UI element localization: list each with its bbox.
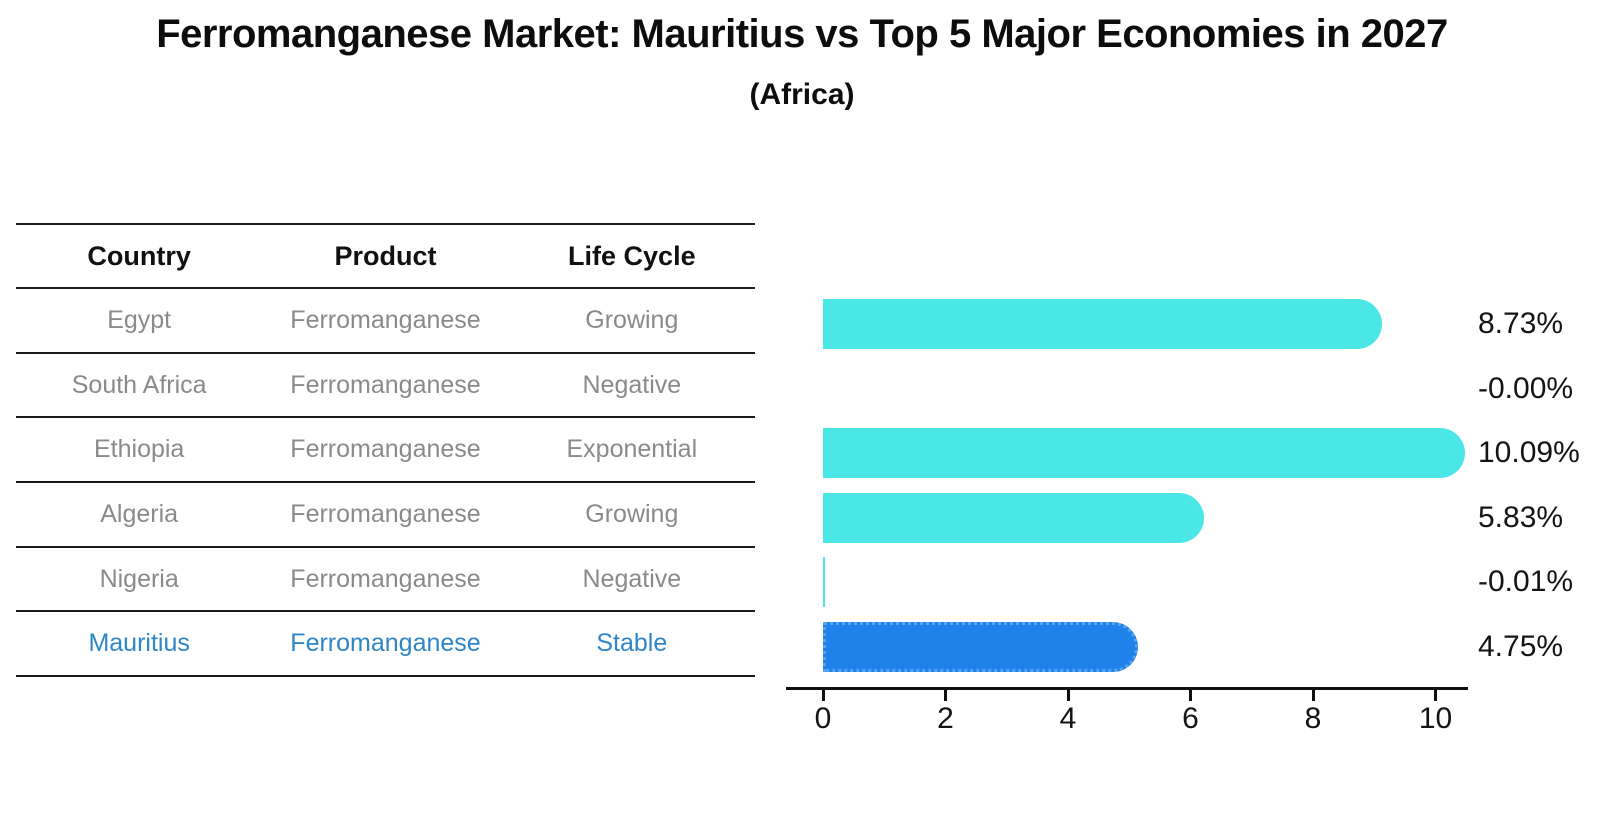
bar-algeria (823, 492, 1205, 543)
cell-life-cycle: Growing (585, 305, 679, 334)
cell-country: Ethiopia (93, 435, 185, 464)
value-label-ethiopia: 10.09% (1478, 436, 1580, 469)
x-tick-mark-4 (1066, 690, 1070, 701)
value-label-algeria: 5.83% (1478, 500, 1564, 534)
x-tick-label-6: 6 (1182, 702, 1199, 735)
cell-country: Algeria (100, 499, 179, 528)
column-header-life-cycle: Life Cycle (568, 240, 696, 271)
x-tick-label-4: 4 (1059, 702, 1077, 735)
cell-life-cycle: Negative (582, 370, 682, 399)
value-label-mauritius: 4.75% (1478, 629, 1564, 663)
bar-ethiopia (823, 428, 1465, 478)
x-tick-mark-8 (1311, 690, 1315, 701)
value-label-egypt: 8.73% (1478, 307, 1564, 340)
cell-product: Ferromanganese (290, 629, 481, 658)
bar-nigeria (823, 557, 825, 607)
cell-product: Ferromanganese (290, 499, 481, 528)
chart-title: Ferromanganese Market: Mauritius vs Top … (156, 12, 1448, 56)
column-header-country: Country (87, 240, 191, 271)
bar-egypt (823, 299, 1382, 349)
x-tick-mark-0 (821, 690, 825, 701)
x-tick-label-8: 8 (1304, 702, 1322, 735)
cell-country: Mauritius (88, 629, 190, 658)
cell-product: Ferromanganese (290, 564, 481, 593)
x-tick-label-0: 0 (814, 702, 832, 735)
table-row: South Africa Ferromanganese Negative (16, 354, 755, 419)
cell-product: Ferromanganese (290, 370, 481, 399)
column-header-product: Product (334, 240, 437, 271)
cell-country: South Africa (71, 370, 207, 399)
cell-country: Egypt (107, 305, 172, 334)
table-row-highlighted: Mauritius Ferromanganese Stable (16, 612, 755, 678)
x-tick-label-10: 10 (1418, 702, 1453, 735)
x-tick-mark-10 (1434, 690, 1437, 701)
cell-life-cycle: Exponential (566, 435, 698, 464)
table-row: Ethiopia Ferromanganese Exponential (16, 418, 755, 484)
chart-subtitle: (Africa) (749, 78, 855, 111)
cell-life-cycle: Growing (585, 499, 679, 528)
cell-product: Ferromanganese (290, 305, 481, 334)
table-row: Algeria Ferromanganese Growing (16, 483, 755, 548)
table-header-row: Country Product Life Cycle (16, 225, 755, 289)
table-row: Nigeria Ferromanganese Negative (16, 548, 755, 613)
country-table: Country Product Life Cycle Egypt Ferroma… (16, 223, 755, 678)
table-row: Egypt Ferromanganese Growing (16, 289, 755, 354)
cell-life-cycle: Stable (596, 629, 668, 658)
cell-product: Ferromanganese (290, 435, 481, 464)
bar-mauritius (823, 621, 1138, 672)
value-label-nigeria: -0.01% (1478, 565, 1574, 598)
cell-life-cycle: Negative (582, 564, 682, 593)
x-tick-mark-6 (1189, 690, 1192, 701)
x-tick-mark-2 (944, 690, 947, 701)
value-label-south-africa: -0.00% (1478, 371, 1574, 405)
cell-country: Nigeria (99, 564, 179, 593)
x-axis-line (786, 687, 1468, 690)
x-tick-label-2: 2 (937, 702, 954, 735)
